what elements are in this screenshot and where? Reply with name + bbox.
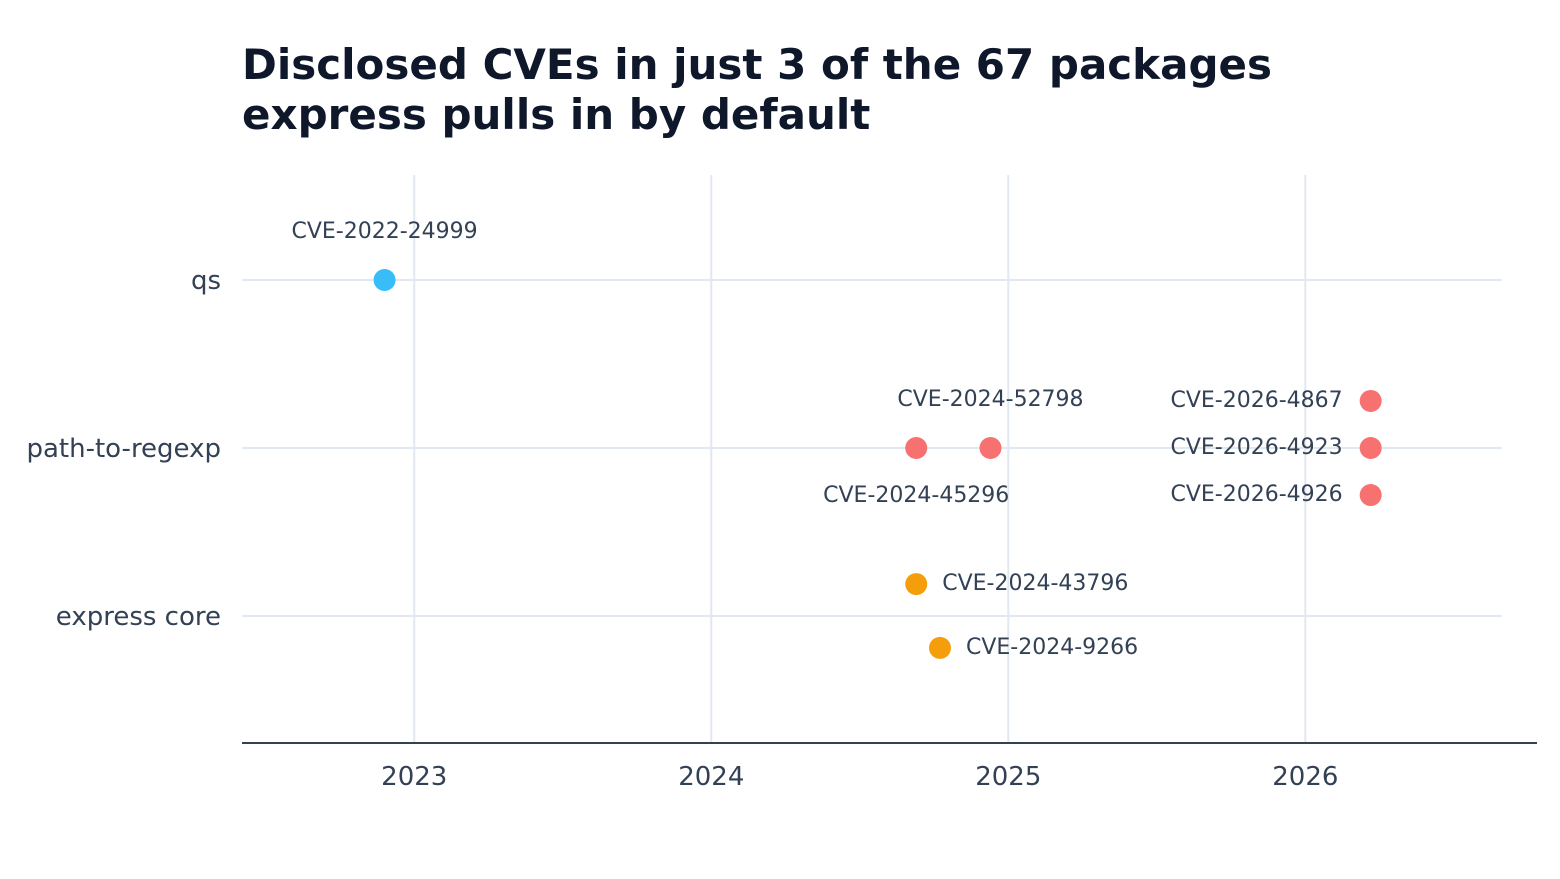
x-tick-label: 2023 bbox=[381, 762, 447, 792]
data-point bbox=[905, 573, 928, 596]
data-point bbox=[928, 636, 951, 659]
data-point bbox=[373, 269, 396, 291]
labels-layer: CVE-2022-24999 CVE-2024-45296 CVE-2024-527… bbox=[291, 219, 1342, 660]
data-label: CVE-2026-4926 bbox=[1170, 482, 1342, 507]
x-tick-label: 2024 bbox=[678, 762, 744, 792]
data-label: CVE-2024-43796 bbox=[942, 571, 1128, 596]
data-label: CVE-2026-4923 bbox=[1170, 435, 1342, 460]
y-tick-label: express core bbox=[56, 602, 221, 632]
x-tick-label: 2026 bbox=[1272, 762, 1338, 792]
data-point bbox=[1359, 484, 1382, 507]
data-point bbox=[905, 437, 928, 459]
chart-title: Disclosed CVEs in just 3 of the 67 packa… bbox=[242, 40, 1442, 140]
data-label: CVE-2026-4867 bbox=[1170, 388, 1342, 413]
axis-layer: 2023 2024 2025 2026 qs path-to-regexp express … bbox=[26, 266, 1537, 792]
x-tick-label: 2025 bbox=[975, 762, 1041, 792]
data-label: CVE-2022-24999 bbox=[291, 219, 477, 244]
data-label: CVE-2024-9266 bbox=[966, 635, 1138, 660]
chart-title-line-1: Disclosed CVEs in just 3 of the 67 packa… bbox=[242, 40, 1273, 89]
data-label: CVE-2024-52798 bbox=[897, 387, 1083, 412]
y-tick-label: path-to-regexp bbox=[26, 434, 221, 464]
grid-layer bbox=[242, 175, 1502, 743]
chart-title-line-2: express pulls in by default bbox=[242, 90, 871, 139]
data-label: CVE-2024-45296 bbox=[823, 483, 1009, 508]
data-point bbox=[1359, 389, 1382, 412]
points-layer bbox=[373, 269, 1382, 659]
data-point bbox=[979, 437, 1002, 459]
y-tick-label: qs bbox=[191, 266, 221, 296]
data-point bbox=[1359, 437, 1382, 459]
